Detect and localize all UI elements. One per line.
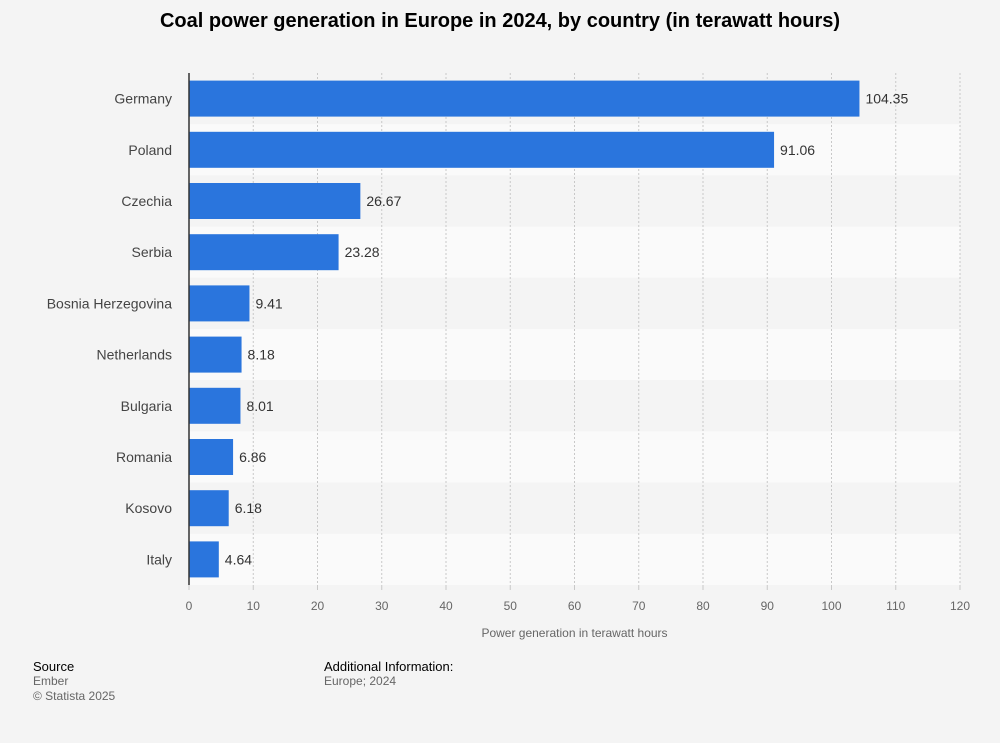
bar[interactable] [189,541,219,578]
x-tick-label: 50 [504,599,518,613]
category-label: Romania [116,449,172,465]
bar[interactable] [189,285,250,322]
x-tick-label: 0 [186,599,193,613]
value-label: 4.64 [225,551,252,567]
additional-info-text: Europe; 2024 [324,674,397,688]
category-label: Netherlands [97,347,173,363]
value-label: 26.67 [366,193,401,209]
category-label: Czechia [121,193,172,209]
bar[interactable] [189,80,860,117]
copyright: © Statista 2025 [33,689,116,703]
x-axis-title: Power generation in terawatt hours [481,626,667,640]
value-label: 8.01 [246,398,273,414]
category-label: Germany [114,91,172,107]
value-label: 23.28 [345,244,380,260]
x-tick-label: 10 [247,599,261,613]
bar[interactable] [189,336,242,373]
value-label: 6.18 [235,500,262,516]
value-label: 91.06 [780,142,815,158]
source-heading: Source [33,659,75,674]
value-label: 6.86 [239,449,266,465]
category-label: Poland [128,142,172,158]
x-tick-label: 20 [311,599,325,613]
bar[interactable] [189,131,775,168]
bar[interactable] [189,183,361,219]
category-label: Italy [146,551,172,567]
category-labels: Germany Poland Czechia Serbia Bosnia Herzego… [47,91,173,568]
category-label: Bulgaria [121,398,173,414]
bar[interactable] [189,490,229,527]
x-tick-label: 30 [375,599,389,613]
category-label: Kosovo [125,500,172,516]
source-name[interactable]: Ember [33,674,69,688]
additional-info-heading: Additional Information: [324,659,454,674]
value-label: 8.18 [248,347,275,363]
x-tick-label: 100 [821,599,841,613]
bars [189,80,860,578]
additional-info-block: Additional Information: Europe; 2024 [324,659,453,689]
value-label: 104.35 [865,91,908,107]
x-tick-label: 80 [696,599,710,613]
x-tick-label: 70 [632,599,646,613]
category-label: Serbia [132,244,173,260]
bar-chart: Germany Poland Czechia Serbia Bosnia Herzego… [47,73,971,640]
x-tick-label: 60 [568,599,582,613]
chart-title: Coal power generation in Europe in 2024,… [159,10,841,32]
x-tick-label: 110 [886,599,905,613]
x-tick-label: 90 [761,599,775,613]
x-tick-label: 40 [439,599,453,613]
value-labels: 104.35 91.06 26.67 23.28 9.41 8.18 8.01 6.86 6.1… [225,91,909,568]
bar[interactable] [189,234,339,271]
category-label: Bosnia Herzegovina [47,295,173,311]
x-tick-labels: 0 10 20 30 40 50 60 70 80 90 100 110 120 [186,599,971,613]
value-label: 9.41 [255,295,282,311]
bar[interactable] [189,439,234,475]
bar[interactable] [189,387,241,424]
x-tick-label: 120 [950,599,970,613]
source-block: Source Ember © Statista 2025 [33,659,115,704]
